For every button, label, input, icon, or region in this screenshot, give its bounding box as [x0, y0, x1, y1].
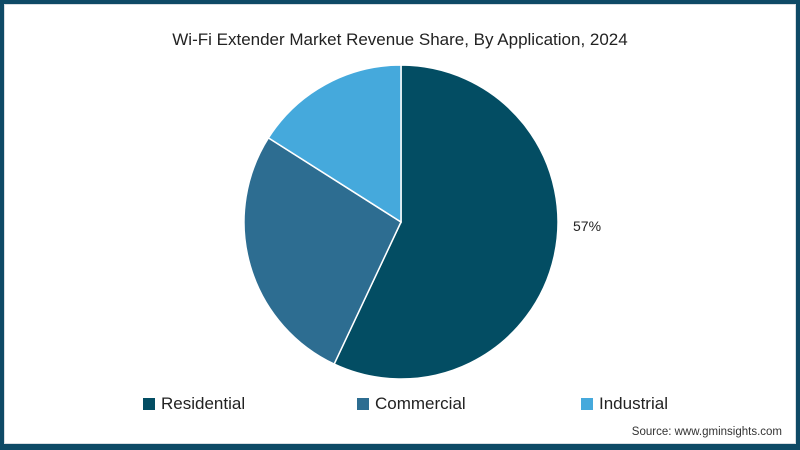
legend-label: Industrial — [599, 394, 668, 413]
residential-percent-label: 57% — [573, 218, 602, 234]
pie-slice-commercial — [243, 136, 402, 366]
chart-title: Wi-Fi Extender Market Revenue Share, By … — [172, 30, 628, 49]
legend-swatch-industrial — [581, 398, 593, 410]
legend-item-residential: Residential — [143, 394, 245, 414]
legend-item-industrial: Industrial — [581, 394, 668, 414]
source-note: Source: www.gminsights.com — [631, 426, 782, 438]
legend-label: Commercial — [375, 394, 466, 413]
legend-swatch-commercial — [357, 398, 369, 410]
pie-slice-industrial — [267, 64, 402, 224]
legend-swatch-residential — [143, 398, 155, 410]
pie-slice-residential — [333, 64, 559, 380]
legend-label: Residential — [161, 394, 246, 413]
legend-item-commercial: Commercial — [357, 394, 466, 414]
